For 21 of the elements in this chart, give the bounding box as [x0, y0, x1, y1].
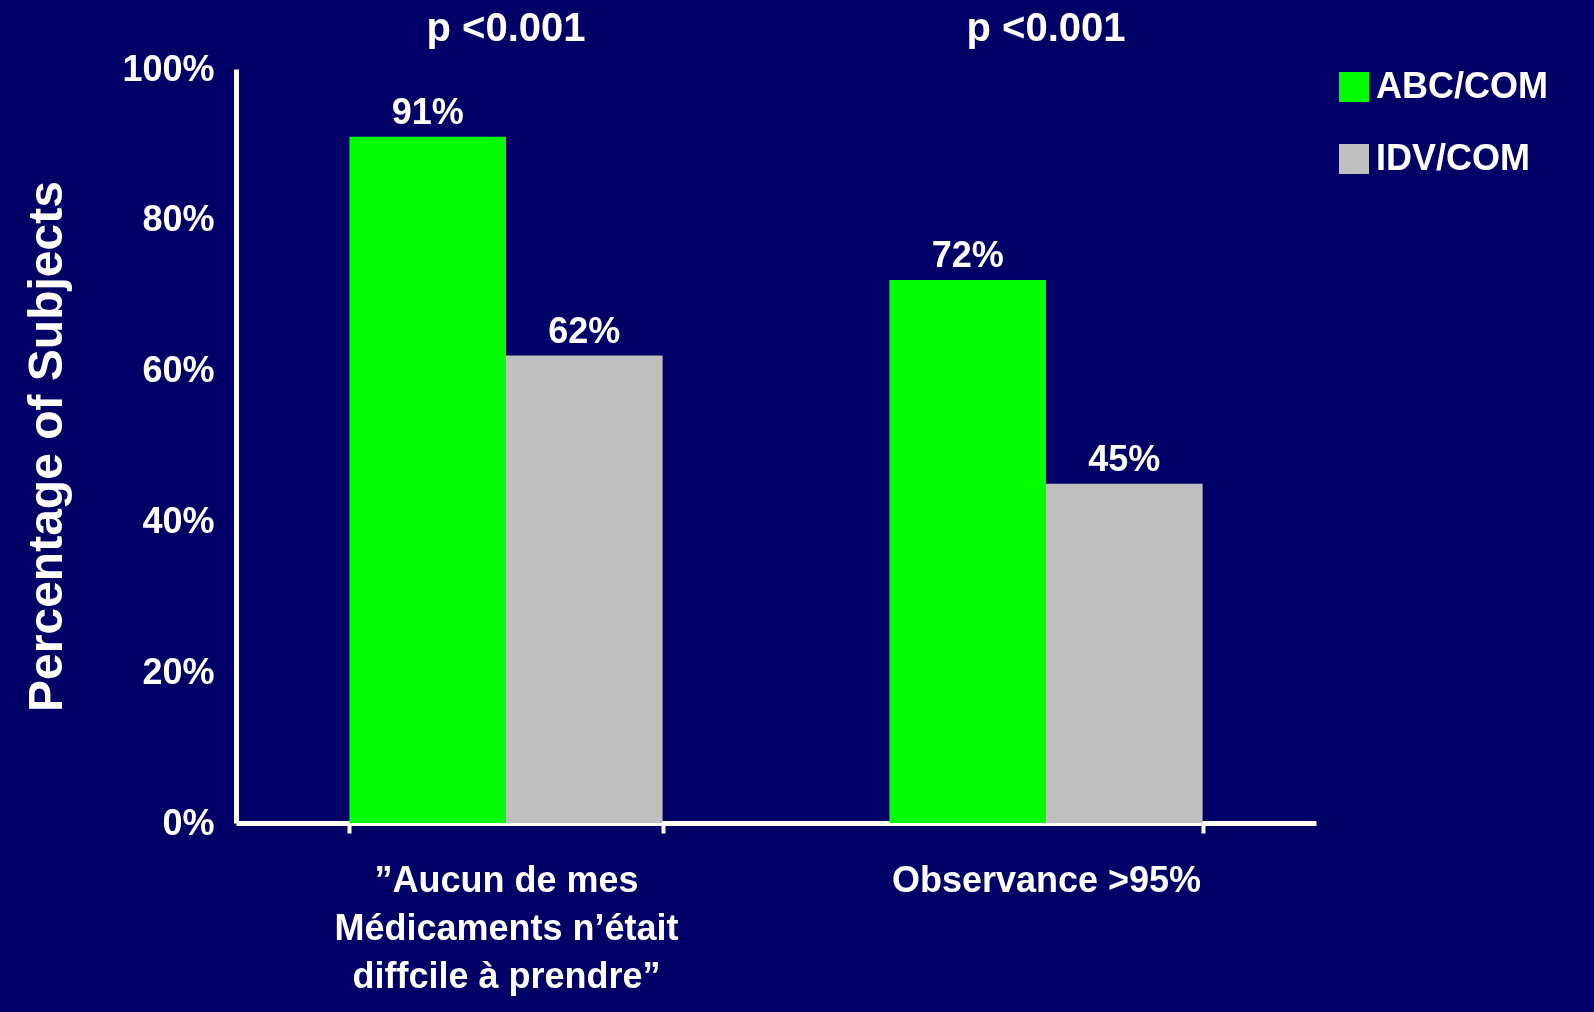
bar: [889, 280, 1046, 823]
y-axis-title: Percentage of Subjects: [19, 181, 73, 712]
y-tick-label: 0%: [162, 801, 215, 843]
text: p <0.001: [966, 5, 1126, 49]
y-tick-label: 20%: [142, 650, 215, 692]
x-tick-label: Observance >95%: [891, 858, 1202, 900]
data-label: 45%: [1088, 437, 1161, 479]
y-tick-label: 80%: [142, 198, 215, 240]
x-tick-label: ”Aucun de mes Médicaments n’était diffcile à prendre”: [334, 858, 679, 996]
y-tick-label: 40%: [142, 499, 215, 541]
y-tick-label: 100%: [122, 47, 215, 89]
text: p <0.001: [426, 5, 586, 49]
legend-label: IDV/COM: [1376, 137, 1531, 178]
legend-label: ABC/COM: [1376, 65, 1548, 106]
bar: [1046, 483, 1203, 823]
data-label: 62%: [548, 309, 621, 351]
bar: [506, 355, 663, 823]
y-tick-label: 60%: [142, 349, 215, 391]
data-label: 72%: [931, 234, 1004, 276]
data-label: 91%: [391, 90, 464, 132]
bar: [349, 136, 506, 823]
